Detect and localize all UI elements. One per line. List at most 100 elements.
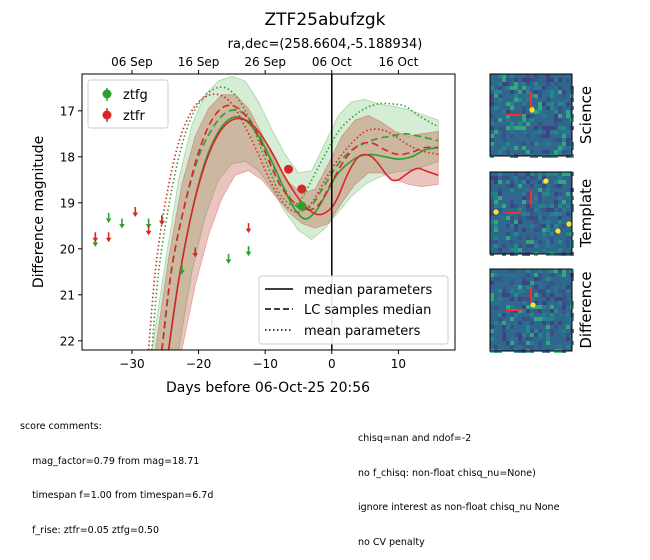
cutout-pixel <box>558 122 562 126</box>
cutout-pixel <box>498 146 502 150</box>
cutout-pixel <box>522 212 526 216</box>
cutout-pixel <box>534 74 538 78</box>
cutout-pixel <box>538 192 542 196</box>
cutout-pixel <box>538 345 542 349</box>
cutout-pixel <box>510 142 514 146</box>
cutout-pixel <box>566 142 570 146</box>
detection-point-ztfr <box>283 164 293 174</box>
cutout-pixel <box>558 142 562 146</box>
cutout-pixel <box>534 301 538 305</box>
cutout-pixel <box>510 126 514 130</box>
cutout-pixel <box>562 90 566 94</box>
cutout-pixel <box>550 244 554 248</box>
cutout-pixel <box>530 321 534 325</box>
cutout-pixel <box>550 208 554 212</box>
cutout-pixel <box>546 130 550 134</box>
cutout-pixel <box>566 196 570 200</box>
upper-limit-arrow-ztfr <box>105 237 112 243</box>
cutout-pixel <box>494 236 498 240</box>
cutout-pixel <box>538 333 542 337</box>
cutout-pixel <box>510 134 514 138</box>
cutout-pixel <box>534 86 538 90</box>
cutout-pixel <box>502 313 506 317</box>
upper-limit-arrow-ztfg <box>92 242 99 247</box>
cutout-pixel <box>502 142 506 146</box>
cutout-pixel <box>546 176 550 180</box>
cutout-pixel <box>490 200 494 204</box>
cutout-pixel <box>518 110 522 114</box>
cutout-pixel <box>550 345 554 349</box>
cutout-pixel <box>558 78 562 82</box>
cutout-pixel <box>518 333 522 337</box>
cutout-pixel <box>494 224 498 228</box>
cutout-pixel <box>498 142 502 146</box>
cutout-pixel <box>518 220 522 224</box>
cutout-pixel <box>490 301 494 305</box>
cutout-pixel <box>534 78 538 82</box>
cutout-pixel <box>514 180 518 184</box>
x-tick-label: 10 <box>391 357 406 371</box>
cutout-star <box>566 221 572 227</box>
cutout-pixel <box>538 212 542 216</box>
cutout-pixel <box>526 281 530 285</box>
cutout-pixel <box>522 337 526 341</box>
cutout-pixel <box>558 192 562 196</box>
y-tick-label: 20 <box>60 242 75 256</box>
cutout-pixel <box>554 325 558 329</box>
cutout-pixel <box>522 78 526 82</box>
cutout-pixel <box>534 130 538 134</box>
cutout-pixel <box>546 317 550 321</box>
cutout-pixel <box>538 172 542 176</box>
cutout-pixel <box>534 90 538 94</box>
cutout-pixel <box>530 130 534 134</box>
cutout-pixel <box>550 106 554 110</box>
cutout-pixel <box>510 329 514 333</box>
cutout-pixel <box>530 212 534 216</box>
cutout-pixel <box>542 289 546 293</box>
cutout-pixel <box>530 150 534 154</box>
cutout-pixel <box>538 244 542 248</box>
cutout-pixel <box>554 82 558 86</box>
cutout-pixel <box>542 297 546 301</box>
cutout-pixel <box>558 118 562 122</box>
cutout-pixel <box>530 317 534 321</box>
cutout-pixel <box>514 98 518 102</box>
cutout-pixel <box>490 102 494 106</box>
cutout-pixel <box>542 313 546 317</box>
data-points <box>92 164 307 275</box>
cutout-pixel <box>546 289 550 293</box>
cutout-pixel <box>538 224 542 228</box>
cutout-pixel <box>502 321 506 325</box>
cutout-pixel <box>534 285 538 289</box>
x-tick-label: −10 <box>253 357 278 371</box>
cutout-pixel <box>566 289 570 293</box>
cutout-pixel <box>538 341 542 345</box>
cutout-pixel <box>506 240 510 244</box>
cutout-pixel <box>502 146 506 150</box>
cutout-pixel <box>526 269 530 273</box>
cutout-pixel <box>526 78 530 82</box>
cutout-pixel <box>522 126 526 130</box>
cutout-pixel <box>546 172 550 176</box>
cutout-pixel <box>534 240 538 244</box>
cutout-pixel <box>538 329 542 333</box>
cutout-pixel <box>538 305 542 309</box>
cutout-pixel <box>530 208 534 212</box>
top-tick-label: 06 Oct <box>312 55 352 69</box>
cutout-pixel <box>550 78 554 82</box>
cutout-pixel <box>502 289 506 293</box>
cutout-pixel <box>546 184 550 188</box>
top-tick-label: 26 Sep <box>244 55 286 69</box>
cutout-pixel <box>534 236 538 240</box>
cutout-pixel <box>550 204 554 208</box>
cutout-pixel <box>522 86 526 90</box>
cutout-pixel <box>538 110 542 114</box>
upper-limit-arrow-ztfg <box>119 224 125 229</box>
cutout-pixel <box>526 216 530 220</box>
cutout-pixel <box>526 74 530 78</box>
cutout-pixel <box>510 188 514 192</box>
cutout-pixel <box>498 90 502 94</box>
cutout-pixel <box>558 138 562 142</box>
cutout-pixel <box>550 74 554 78</box>
cutout-pixel <box>506 126 510 130</box>
